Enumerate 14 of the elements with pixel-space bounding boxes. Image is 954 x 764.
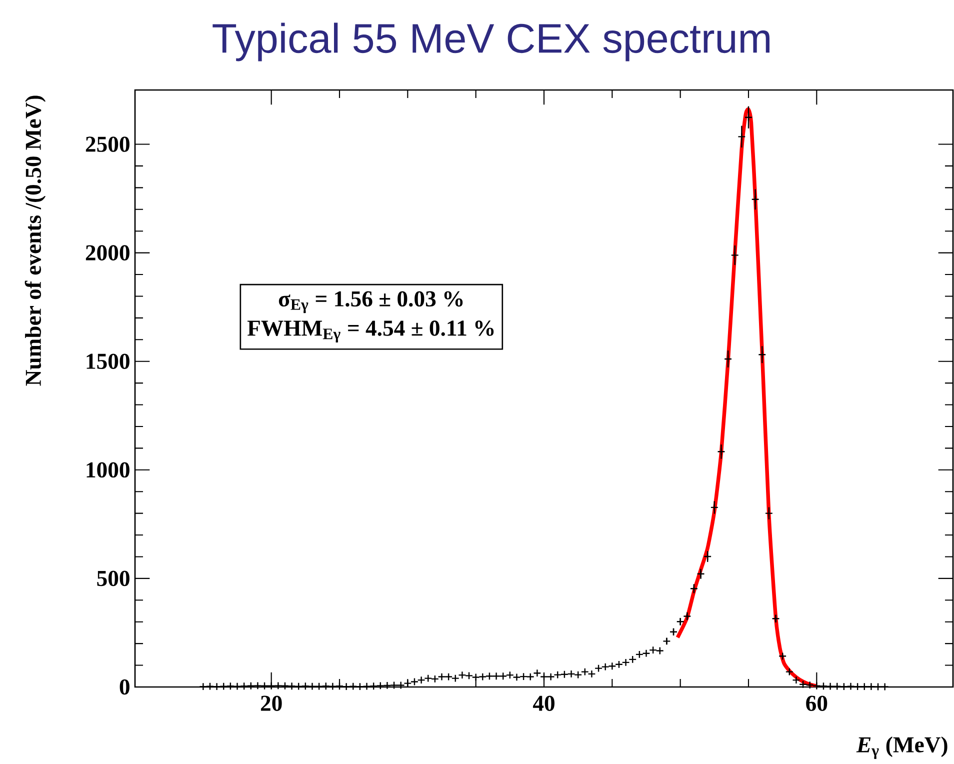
y-tick-label: 1000 <box>86 462 130 478</box>
x-tick-label: 40 <box>532 696 554 711</box>
y-tick-label: 2000 <box>86 245 130 260</box>
y-tick-label: 1500 <box>86 354 130 370</box>
x-axis-title: E$_{γ}$ (MeV) <box>856 736 948 760</box>
x-tick-label: 20 <box>260 696 282 711</box>
y-tick-label: 500 <box>97 570 130 586</box>
annotation: FWHM$_{Eγ}$ = 4.54 ± 0.11 % <box>247 320 494 342</box>
y-axis-title: Number of events /(0.50 MeV) <box>24 96 46 386</box>
chart-title: Typical 55 MeV CEX spectrum <box>212 22 770 62</box>
y-tick-label: 0 <box>120 679 130 695</box>
x-tick-label: 60 <box>806 696 828 711</box>
annotation: σ$_{Eγ}$ = 1.56 ± 0.03 % <box>278 291 463 314</box>
y-tick-label: 2500 <box>86 136 130 152</box>
